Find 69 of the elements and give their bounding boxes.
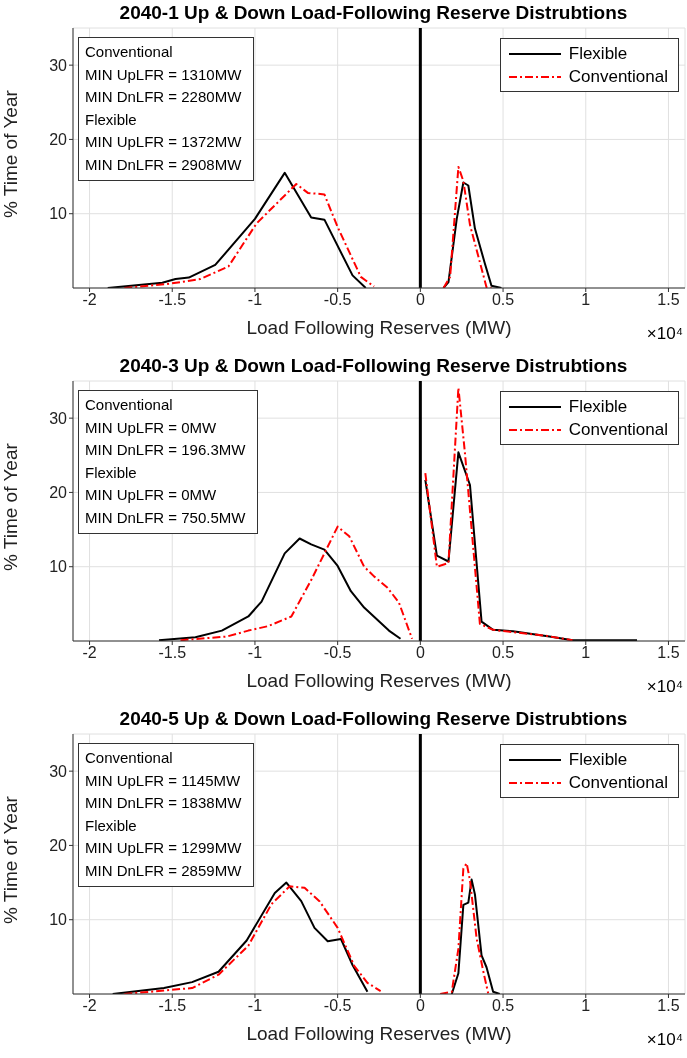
y-tick-label: 10 (49, 558, 68, 576)
y-axis-title: % Time of Year (0, 89, 21, 218)
chart-title: 2040-3 Up & Down Load-Following Reserve Distrubtions (118, 355, 629, 377)
y-tick-label: 30 (49, 762, 68, 780)
x-tick-label: 0.5 (491, 644, 515, 662)
y-axis-title: % Time of Year (0, 442, 21, 571)
legend-label: Conventional (568, 419, 668, 440)
text: ×10⁴ (646, 1030, 683, 1050)
legend-label: Conventional (568, 66, 668, 87)
x-tick-label: 0 (415, 644, 425, 662)
annotation: Conventional (85, 748, 174, 768)
x-tick-label: 0 (415, 997, 425, 1015)
x-axis-title: Load Following Reserves (MW) (246, 1023, 512, 1044)
legend-label: Flexible (568, 749, 628, 770)
x-tick-label: 0.5 (491, 997, 515, 1015)
y-tick-label: 20 (49, 131, 68, 149)
annotation: MIN UpLFR = 0MW (85, 417, 218, 438)
x-tick-label: -1 (247, 997, 263, 1015)
x-tick-label: 1 (581, 997, 591, 1015)
annotation: MIN UpLFR = 0MW (85, 485, 218, 505)
x-tick-label: 1.5 (657, 997, 680, 1015)
x-tick-label: -0.5 (323, 644, 352, 662)
annotation: MIN DnLFR = 750.5MW (85, 507, 246, 528)
y-tick-label: 30 (49, 56, 68, 74)
text: ×10⁴ (646, 677, 683, 697)
y-axis-title: % Time of Year (0, 795, 21, 924)
annotation: MIN DnLFR = 2280MW (85, 87, 242, 107)
legend-label: Flexible (568, 43, 628, 64)
annotation: MIN DnLFR = 196.3MW (85, 440, 246, 460)
x-tick-label: -0.5 (323, 997, 352, 1015)
annotation: MIN UpLFR = 1145MW (85, 770, 242, 791)
annotation: Flexible (85, 462, 138, 483)
x-tick-label: 1 (581, 291, 591, 309)
x-tick-label: -1.5 (158, 644, 187, 662)
y-tick-label: 10 (49, 205, 68, 223)
annotation: MIN DnLFR = 1838MW (85, 793, 242, 813)
y-tick-label: 10 (49, 911, 68, 929)
x-axis-title: Load Following Reserves (MW) (246, 670, 512, 691)
annotation: MIN UpLFR = 1299MW (85, 838, 242, 858)
x-tick-label: 1 (581, 644, 591, 662)
x-tick-label: -2 (82, 997, 97, 1015)
x-tick-label: -1 (247, 291, 263, 309)
x-tick-label: 1.5 (657, 291, 680, 309)
legend-label: Flexible (568, 396, 628, 417)
y-tick-label: 20 (49, 484, 68, 502)
annotation: MIN UpLFR = 1372MW (85, 132, 242, 152)
x-tick-label: -2 (82, 291, 97, 309)
annotation: Conventional (85, 42, 174, 62)
y-tick-label: 30 (49, 409, 68, 427)
x-tick-label: -0.5 (323, 291, 352, 309)
annotation: MIN UpLFR = 1310MW (85, 64, 242, 85)
annotation: MIN DnLFR = 2908MW (85, 154, 242, 175)
x-axis-title: Load Following Reserves (MW) (246, 317, 512, 338)
legend-label: Conventional (568, 772, 668, 793)
annotation: Conventional (85, 395, 174, 415)
x-tick-label: 0.5 (491, 291, 515, 309)
x-tick-label: 0 (415, 291, 425, 309)
y-tick-label: 20 (49, 837, 68, 855)
annotation: Flexible (85, 109, 138, 130)
annotation: Flexible (85, 815, 138, 836)
x-tick-label: -1.5 (158, 997, 187, 1015)
x-tick-label: 1.5 (657, 644, 680, 662)
x-tick-label: -2 (82, 644, 97, 662)
text: ×10⁴ (646, 324, 683, 344)
x-tick-label: -1.5 (158, 291, 187, 309)
annotation: MIN DnLFR = 2859MW (85, 860, 242, 881)
x-tick-label: -1 (247, 644, 263, 662)
chart-title: 2040-1 Up & Down Load-Following Reserve Distrubtions (118, 2, 629, 24)
chart-title: 2040-5 Up & Down Load-Following Reserve Distrubtions (118, 708, 629, 730)
